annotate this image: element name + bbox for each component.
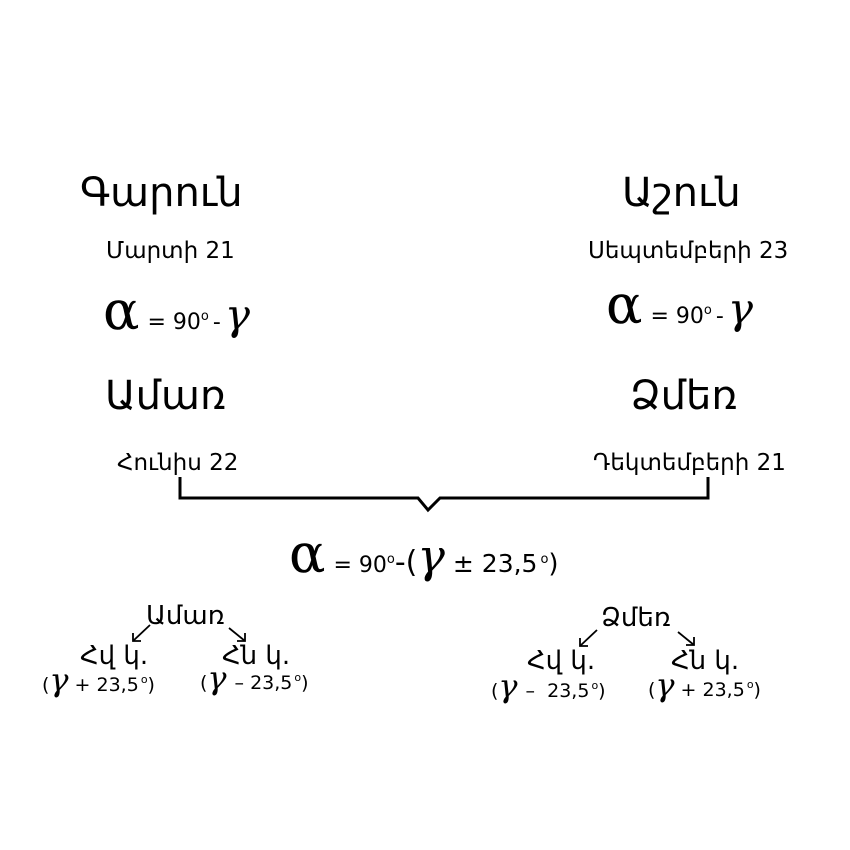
open-paren: ( xyxy=(491,680,499,702)
summer-branch-title: Ամառ xyxy=(146,601,225,631)
alpha-symbol: α xyxy=(606,273,643,336)
summer-south-label: Հն կ. xyxy=(222,641,291,671)
gamma-symbol: γ xyxy=(727,284,753,333)
alpha-symbol: α xyxy=(289,522,326,585)
alpha-symbol: α xyxy=(103,279,140,342)
bracket xyxy=(178,477,710,513)
summer-date: Հունիս 22 xyxy=(117,450,239,476)
spring-date: Մարտի 21 xyxy=(106,238,235,264)
gamma-symbol: γ xyxy=(207,659,227,697)
degree-sign: o xyxy=(703,303,712,318)
summer-south-formula: ( γ – 23,5 o ) xyxy=(200,662,309,694)
equals-90: = 90 xyxy=(147,310,201,335)
close-paren: ) xyxy=(753,679,761,701)
open-paren: ( xyxy=(42,674,50,696)
summer-south-arrow xyxy=(228,627,246,642)
autumn-date: Սեպտեմբերի 23 xyxy=(588,238,789,264)
correction-value: – 23,5 xyxy=(234,672,293,694)
close-paren: ) xyxy=(147,674,155,696)
spring-formula: α = 90 o - γ xyxy=(103,284,250,338)
gamma-symbol: γ xyxy=(417,529,445,583)
winter-south-arrow xyxy=(677,631,695,646)
gamma-symbol: γ xyxy=(655,666,675,704)
winter-north-arrow xyxy=(579,629,598,647)
winter-branch-title: Ձմեռ xyxy=(601,603,671,633)
correction-value: – 23,5 xyxy=(525,680,590,702)
correction-value: + 23,5 xyxy=(74,674,139,696)
minus-sign: - xyxy=(212,310,221,335)
degree-sign: o xyxy=(386,552,395,567)
summer-north-arrow xyxy=(132,624,151,642)
gamma-symbol: γ xyxy=(498,667,518,705)
close-paren: ) xyxy=(548,549,559,579)
winter-north-formula: ( γ – 23,5 o ) xyxy=(491,670,606,702)
close-paren: ) xyxy=(598,680,606,702)
plus-minus-value: ± 23,5 xyxy=(452,549,538,578)
summer-north-label: Հվ կ. xyxy=(80,641,149,671)
winter-north-label: Հվ կ. xyxy=(527,646,596,676)
autumn-title: Աշուն xyxy=(622,170,741,216)
degree-sign: o xyxy=(591,679,599,692)
degree-sign: o xyxy=(200,309,209,324)
degree-sign: o xyxy=(294,671,302,684)
winter-south-label: Հն կ. xyxy=(671,646,740,676)
equals-90: = 90 xyxy=(333,553,387,578)
gamma-symbol: γ xyxy=(49,661,69,699)
gamma-symbol: γ xyxy=(224,290,250,339)
summer-north-formula: ( γ + 23,5 o ) xyxy=(42,664,155,696)
spring-title: Գարուն xyxy=(80,170,243,216)
combined-formula: α = 90 o -( γ ± 23,5 o ) xyxy=(289,527,559,581)
winter-south-formula: ( γ + 23,5 o ) xyxy=(648,669,761,701)
winter-date: Դեկտեմբերի 21 xyxy=(593,450,786,476)
winter-title: Ձմեռ xyxy=(630,373,738,419)
degree-sign: o xyxy=(140,673,148,686)
degree-sign: o xyxy=(540,552,549,567)
open-paren: ( xyxy=(200,672,208,694)
minus-sign: - xyxy=(715,304,724,329)
degree-sign: o xyxy=(746,678,754,691)
open-paren: ( xyxy=(648,679,656,701)
summer-title: Ամառ xyxy=(105,373,226,419)
equals-90: = 90 xyxy=(650,304,704,329)
minus-open-paren: -( xyxy=(394,545,418,580)
correction-value: + 23,5 xyxy=(680,679,745,701)
close-paren: ) xyxy=(301,672,309,694)
autumn-formula: α = 90 o - γ xyxy=(606,278,753,332)
